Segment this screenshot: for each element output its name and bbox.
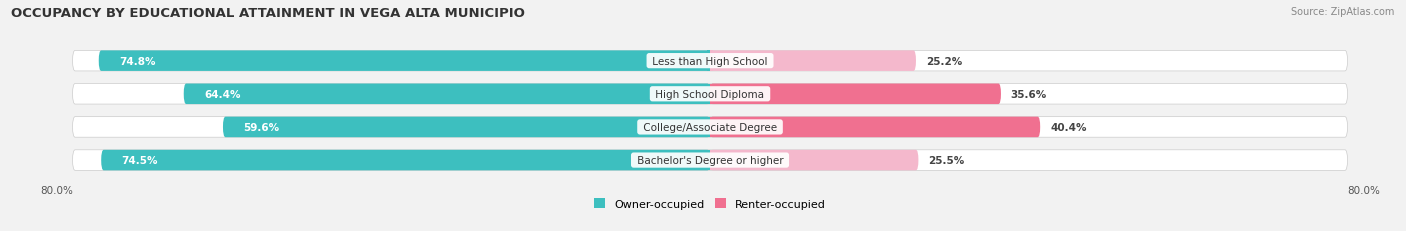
Bar — [707, 84, 710, 105]
Text: Bachelor's Degree or higher: Bachelor's Degree or higher — [634, 155, 786, 165]
FancyBboxPatch shape — [710, 84, 1001, 105]
Bar — [710, 51, 713, 72]
Text: College/Associate Degree: College/Associate Degree — [640, 122, 780, 132]
FancyBboxPatch shape — [73, 150, 1347, 171]
FancyBboxPatch shape — [710, 51, 915, 72]
FancyBboxPatch shape — [710, 117, 1040, 138]
Bar — [710, 117, 713, 138]
FancyBboxPatch shape — [73, 117, 1347, 138]
Text: High School Diploma: High School Diploma — [652, 89, 768, 99]
Text: 35.6%: 35.6% — [1011, 89, 1047, 99]
FancyBboxPatch shape — [101, 150, 710, 171]
Bar — [710, 150, 713, 171]
FancyBboxPatch shape — [224, 117, 710, 138]
FancyBboxPatch shape — [710, 150, 918, 171]
Text: 64.4%: 64.4% — [204, 89, 240, 99]
Text: 25.2%: 25.2% — [925, 56, 962, 66]
Legend: Owner-occupied, Renter-occupied: Owner-occupied, Renter-occupied — [589, 194, 831, 213]
Text: 74.5%: 74.5% — [121, 155, 157, 165]
FancyBboxPatch shape — [73, 84, 1347, 105]
Text: 59.6%: 59.6% — [243, 122, 280, 132]
Text: 40.4%: 40.4% — [1050, 122, 1087, 132]
Bar — [707, 117, 710, 138]
Text: Less than High School: Less than High School — [650, 56, 770, 66]
Bar — [707, 51, 710, 72]
Text: 74.8%: 74.8% — [120, 56, 156, 66]
Text: 25.5%: 25.5% — [928, 155, 965, 165]
FancyBboxPatch shape — [184, 84, 710, 105]
FancyBboxPatch shape — [98, 51, 710, 72]
FancyBboxPatch shape — [73, 51, 1347, 72]
Text: Source: ZipAtlas.com: Source: ZipAtlas.com — [1291, 7, 1395, 17]
Text: OCCUPANCY BY EDUCATIONAL ATTAINMENT IN VEGA ALTA MUNICIPIO: OCCUPANCY BY EDUCATIONAL ATTAINMENT IN V… — [11, 7, 524, 20]
Bar — [707, 150, 710, 171]
Bar — [710, 84, 713, 105]
